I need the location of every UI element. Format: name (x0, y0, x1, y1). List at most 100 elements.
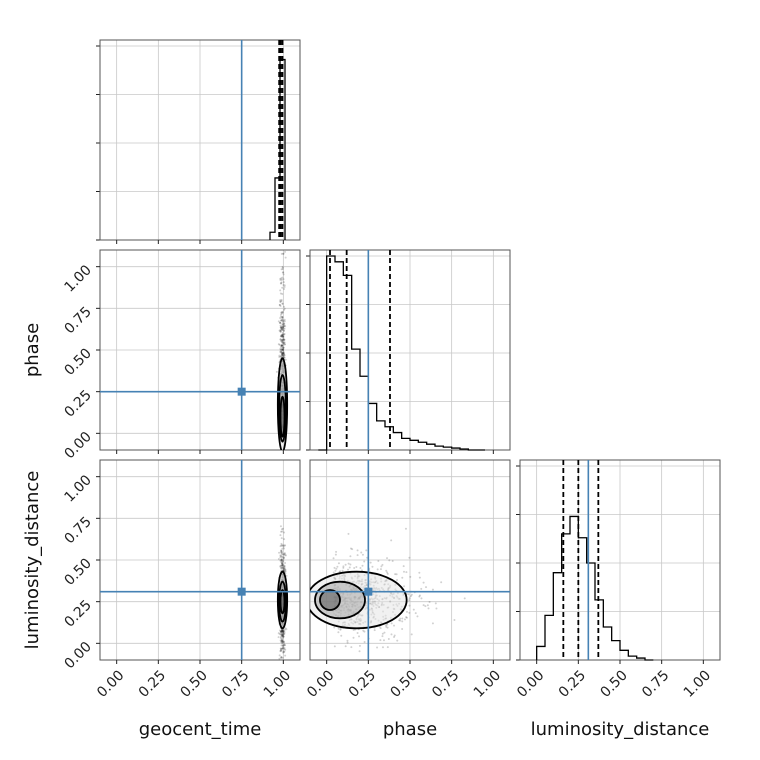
x-tick-label: 0.50 (597, 668, 630, 701)
sample-point (282, 346, 285, 349)
sample-point (281, 335, 284, 338)
y-axis-label-phase: phase (22, 323, 43, 377)
sample-point (282, 647, 285, 650)
sample-point (360, 551, 363, 554)
sample-point (386, 572, 389, 575)
sample-point (349, 555, 352, 558)
x-tick-label: 0.00 (94, 668, 127, 701)
sample-point (385, 569, 388, 572)
sample-point (280, 319, 283, 322)
sample-point (335, 567, 338, 570)
sample-point (281, 340, 284, 343)
sample-point (280, 329, 283, 332)
sample-point (283, 564, 286, 567)
sample-point (283, 547, 286, 550)
sample-point (282, 348, 285, 351)
sample-point (281, 633, 284, 636)
sample-point (383, 631, 386, 634)
sample-point (410, 633, 413, 636)
sample-point (281, 319, 284, 322)
joint-panel-geocent_time-phase (99, 249, 301, 454)
sample-point (405, 571, 408, 574)
sample-point (282, 278, 285, 281)
sample-point (279, 355, 282, 358)
sample-point (281, 633, 284, 636)
sample-point (280, 630, 283, 633)
sample-point (283, 327, 286, 330)
sample-point (281, 640, 284, 643)
sample-point (279, 289, 282, 292)
sample-point (280, 252, 283, 255)
sample-point (379, 568, 382, 571)
sample-point (281, 328, 284, 331)
sample-point (359, 567, 362, 570)
sample-point (280, 351, 283, 354)
sample-point (280, 326, 283, 329)
sample-point (279, 326, 282, 329)
sample-point (335, 550, 338, 553)
sample-point (278, 343, 281, 346)
contour-line (279, 395, 286, 438)
sample-point (408, 597, 411, 600)
marginal-panel-phase (306, 249, 511, 454)
sample-point (283, 531, 286, 534)
sample-point (283, 324, 286, 327)
sample-point (363, 641, 366, 644)
sample-point (279, 330, 282, 333)
sample-point (278, 304, 281, 307)
sample-point (463, 597, 466, 600)
sample-point (281, 665, 283, 667)
sample-point (361, 553, 364, 556)
sample-point (281, 629, 284, 632)
sample-point (279, 639, 282, 642)
sample-point (284, 654, 287, 657)
sample-point (281, 544, 284, 547)
sample-point (282, 633, 285, 636)
sample-point (280, 326, 283, 329)
sample-point (281, 352, 284, 355)
sample-point (281, 355, 284, 358)
sample-point (280, 278, 283, 281)
sample-point (279, 292, 282, 295)
sample-point (280, 552, 283, 555)
sample-point (283, 651, 286, 654)
sample-point (280, 633, 283, 636)
sample-point (355, 566, 358, 569)
sample-point (381, 563, 384, 566)
sample-point (356, 549, 359, 552)
sample-point (332, 557, 335, 560)
sample-point (379, 639, 382, 642)
y-tick-label: 0.00 (61, 639, 94, 672)
sample-point (365, 549, 368, 552)
sample-point (281, 664, 283, 666)
sample-point (284, 568, 287, 571)
sample-point (277, 632, 280, 635)
sample-point (379, 627, 382, 630)
sample-point (281, 561, 284, 564)
sample-point (347, 562, 350, 565)
sample-point (281, 286, 284, 289)
sample-point (342, 566, 345, 569)
sample-point (280, 639, 283, 642)
sample-point (280, 550, 283, 553)
sample-point (278, 657, 281, 660)
sample-point (280, 327, 283, 330)
sample-point (403, 570, 406, 573)
sample-point (281, 276, 284, 279)
sample-point (281, 328, 284, 331)
sample-point (282, 323, 285, 326)
sample-point (282, 346, 285, 349)
sample-point (282, 352, 285, 355)
sample-point (282, 553, 285, 556)
sample-point (278, 329, 281, 332)
sample-point (283, 554, 286, 557)
x-tick-label: 0.75 (639, 668, 672, 701)
sample-point (395, 573, 398, 576)
sample-point (282, 271, 285, 274)
sample-point (412, 608, 415, 611)
sample-point (356, 632, 359, 635)
sample-point (282, 335, 285, 338)
sample-point (283, 630, 286, 633)
sample-point (427, 607, 430, 610)
sample-point (283, 544, 286, 547)
